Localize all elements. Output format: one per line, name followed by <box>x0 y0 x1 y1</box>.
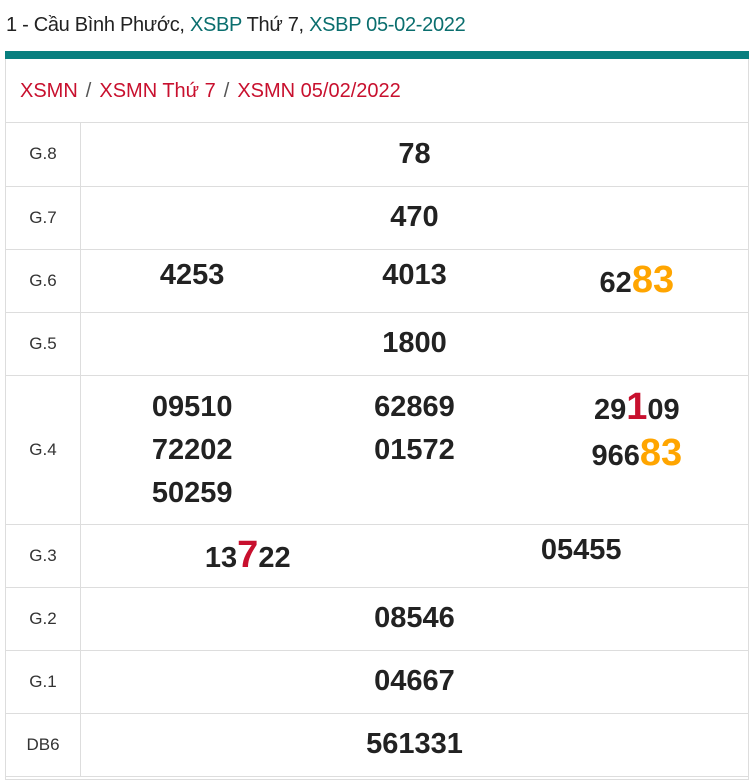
title-text: 1 - Cầu Bình Phước, <box>6 14 190 36</box>
row-g2: G.2 08546 <box>6 587 748 651</box>
prize-label: DB6 <box>6 713 81 777</box>
prize-value: 05455 <box>540 534 622 566</box>
accent-bar <box>5 51 749 59</box>
breadcrumb-xsmn[interactable]: XSMN <box>20 80 78 102</box>
prize-value: 78 <box>80 123 748 187</box>
row-g4: G.4 09510 72202 50259 62869 01572 29109 9668… <box>6 375 748 525</box>
row-g6: G.6 4253 4013 6283 <box>6 249 748 313</box>
highlight-part: 83 <box>631 259 675 301</box>
xsbp-date-link[interactable]: XSBP 05-02-2022 <box>309 14 466 36</box>
page-title: 1 - Cầu Bình Phước, XSBP Thứ 7, XSBP 05-… <box>6 14 466 37</box>
prize-value: 62869 <box>374 390 455 423</box>
prize-label: G.2 <box>6 587 81 651</box>
prize-value: 50259 <box>151 476 233 509</box>
row-g3: G.3 13722 05455 <box>6 524 748 588</box>
row-g5: G.5 1800 <box>6 312 748 376</box>
results-table: G.8 78 G.7 470 G.6 4253 4013 6283 G.5 1800 G.4… <box>6 123 748 777</box>
prize-label: G.4 <box>6 375 81 525</box>
prize-label: G.5 <box>6 312 81 376</box>
prize-value: 6283 <box>526 259 748 302</box>
prize-value: 1800 <box>80 312 748 376</box>
row-g1: G.1 04667 <box>6 650 748 714</box>
prize-value: 09510 <box>151 390 233 423</box>
highlight-part: 7 <box>237 534 259 576</box>
breadcrumb-xsmn-thu7[interactable]: XSMN Thứ 7 <box>99 80 216 102</box>
prize-value: 08546 <box>80 587 748 651</box>
prize-value: 470 <box>80 186 748 250</box>
row-db: DB6 561331 <box>6 713 748 777</box>
prize-value: 96683 <box>526 432 748 478</box>
prize-value: 29109 <box>526 386 748 432</box>
prize-label: G.3 <box>6 524 81 588</box>
row-g8: G.8 78 <box>6 123 748 187</box>
prize-value: 561331 <box>80 713 748 777</box>
number-part: 09 <box>647 393 680 426</box>
number-part: 29 <box>593 393 627 426</box>
title-text: Thứ 7, <box>241 14 310 36</box>
breadcrumb-xsmn-date[interactable]: XSMN 05/02/2022 <box>237 80 401 102</box>
prize-label: G.1 <box>6 650 81 714</box>
number-part: 62 <box>599 267 632 299</box>
xsbp-link[interactable]: XSBP <box>189 14 242 36</box>
breadcrumb: XSMN / XSMN Thứ 7 / XSMN 05/02/2022 <box>6 59 748 123</box>
number-part: 22 <box>258 542 291 574</box>
prize-value: 4253 <box>159 259 225 291</box>
breadcrumb-separator: / <box>223 80 230 102</box>
number-part: 13 <box>204 542 238 574</box>
prize-value: 72202 <box>151 433 233 466</box>
prize-value: 13722 <box>81 534 415 577</box>
highlight-part: 1 <box>626 385 648 428</box>
number-part: 966 <box>591 439 640 472</box>
prize-value: 01572 <box>374 433 455 466</box>
prize-label: G.8 <box>6 123 81 187</box>
prize-label: G.7 <box>6 186 81 250</box>
breadcrumb-separator: / <box>85 80 92 102</box>
highlight-part: 83 <box>639 431 683 474</box>
prize-value: 04667 <box>80 650 748 714</box>
row-g7: G.7 470 <box>6 186 748 250</box>
results-box: XSMN / XSMN Thứ 7 / XSMN 05/02/2022 G.8 78 G.… <box>5 59 749 780</box>
prize-value: 4013 <box>382 259 447 291</box>
prize-label: G.6 <box>6 249 81 313</box>
